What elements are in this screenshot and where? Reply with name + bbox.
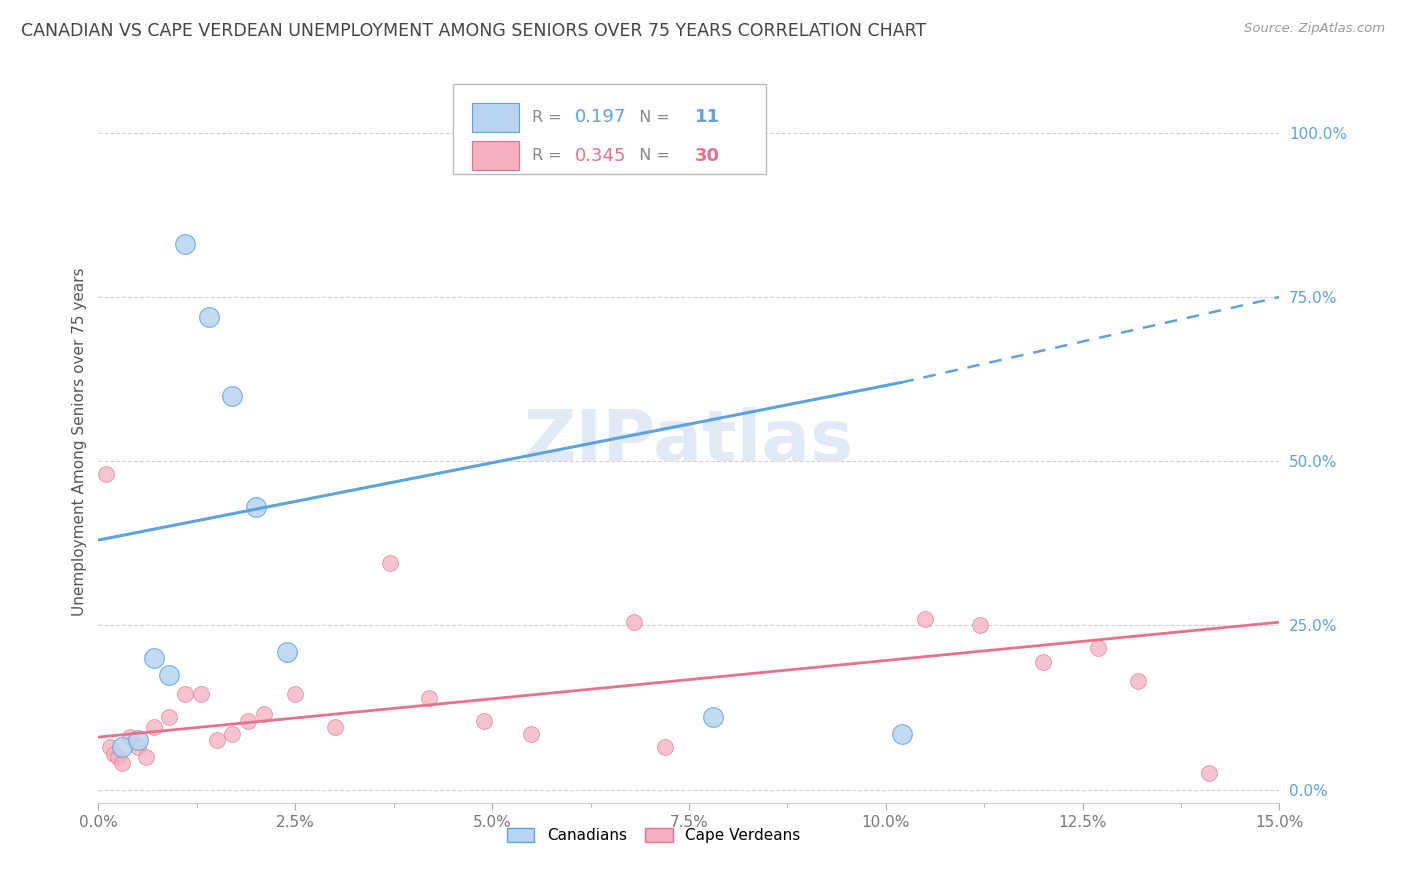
Text: R =: R =: [531, 110, 567, 125]
Point: [107, 749, 129, 764]
Point: [654, 739, 676, 754]
Point: [111, 739, 134, 754]
Point: [1126, 674, 1149, 689]
Point: [1087, 641, 1109, 656]
Legend: Canadians, Cape Verdeans: Canadians, Cape Verdeans: [501, 822, 806, 849]
Point: [378, 556, 401, 570]
Point: [1032, 655, 1054, 669]
Point: [323, 720, 346, 734]
FancyBboxPatch shape: [471, 141, 519, 170]
Text: ZIPatlas: ZIPatlas: [524, 407, 853, 476]
Point: [890, 727, 912, 741]
Point: [623, 615, 645, 630]
Point: [418, 690, 440, 705]
FancyBboxPatch shape: [453, 84, 766, 174]
Text: 30: 30: [695, 146, 720, 165]
Point: [174, 687, 197, 701]
Text: 0.345: 0.345: [575, 146, 626, 165]
Point: [127, 733, 149, 747]
Point: [253, 707, 276, 722]
Point: [284, 687, 307, 701]
Point: [702, 710, 724, 724]
Point: [127, 739, 149, 754]
Point: [205, 733, 228, 747]
Point: [96, 467, 118, 482]
Point: [157, 667, 180, 681]
FancyBboxPatch shape: [471, 103, 519, 132]
Text: N =: N =: [628, 110, 675, 125]
Text: Source: ZipAtlas.com: Source: ZipAtlas.com: [1244, 22, 1385, 36]
Point: [135, 749, 157, 764]
Point: [914, 612, 936, 626]
Point: [520, 727, 543, 741]
Point: [221, 727, 243, 741]
Text: 0.197: 0.197: [575, 109, 626, 127]
Point: [174, 237, 197, 252]
Text: R =: R =: [531, 148, 567, 163]
Point: [472, 714, 495, 728]
Point: [98, 739, 121, 754]
Point: [221, 388, 243, 402]
Point: [245, 500, 267, 515]
Point: [1198, 766, 1220, 780]
Text: 11: 11: [695, 109, 720, 127]
Point: [142, 651, 165, 665]
Point: [111, 756, 134, 771]
Point: [190, 687, 212, 701]
Text: CANADIAN VS CAPE VERDEAN UNEMPLOYMENT AMONG SENIORS OVER 75 YEARS CORRELATION CH: CANADIAN VS CAPE VERDEAN UNEMPLOYMENT AM…: [21, 22, 927, 40]
Point: [969, 618, 991, 632]
Point: [276, 645, 298, 659]
Point: [142, 720, 165, 734]
Text: N =: N =: [628, 148, 675, 163]
Point: [197, 310, 219, 324]
Y-axis label: Unemployment Among Seniors over 75 years: Unemployment Among Seniors over 75 years: [72, 268, 87, 615]
Point: [118, 730, 141, 744]
Point: [157, 710, 180, 724]
Point: [103, 747, 125, 761]
Point: [236, 714, 259, 728]
